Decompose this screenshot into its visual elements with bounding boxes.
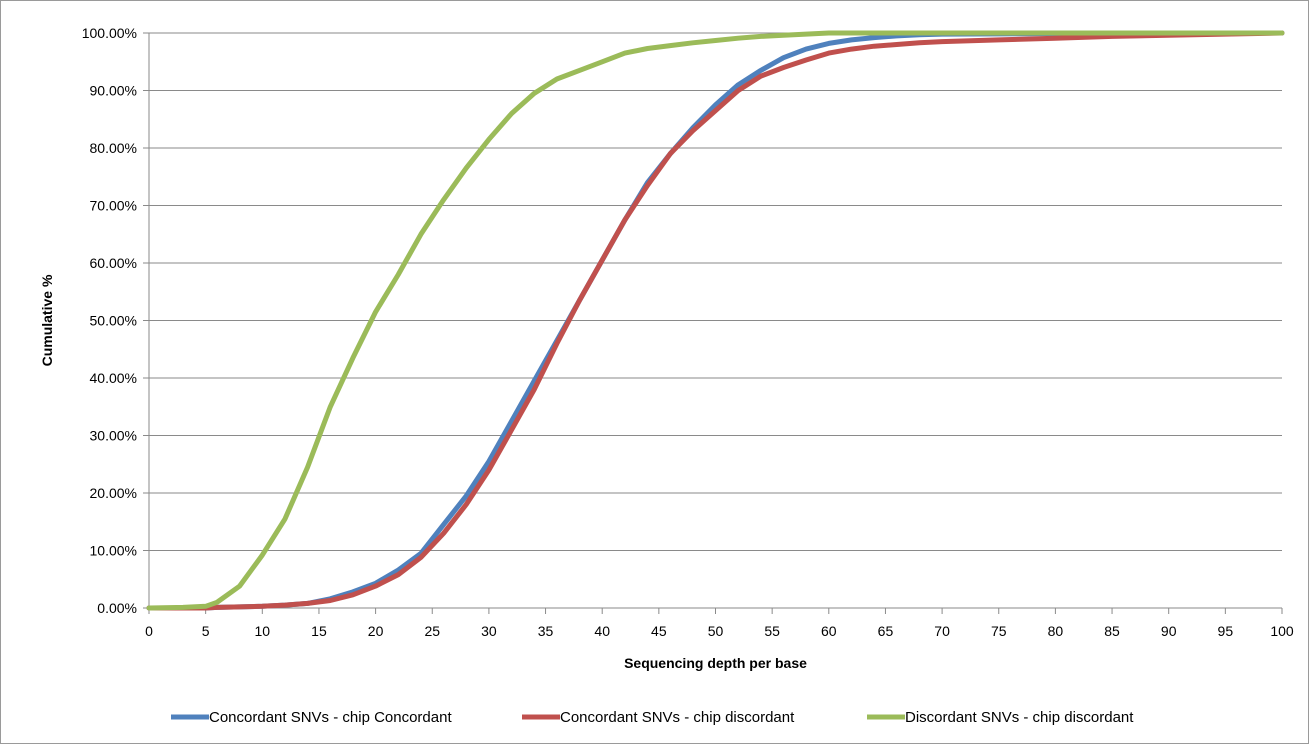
legend: Concordant SNVs - chip Concordant Concord… (171, 709, 1134, 726)
y-tick-label: 90.00% (90, 83, 137, 99)
y-axis-title: Cumulative % (39, 274, 55, 366)
series-line-3 (146, 30, 1285, 611)
legend-item: Concordant SNVs - chip discordant (522, 709, 795, 726)
x-tick-label: 35 (538, 623, 554, 639)
y-tick-label: 0.00% (97, 600, 137, 616)
x-tick-label: 85 (1104, 623, 1120, 639)
y-tick-label: 100.00% (82, 25, 137, 41)
x-tick-labels: 0 5 10 15 20 25 30 35 40 45 50 55 60 65 70 75 80 85 90 95 10… (145, 623, 1294, 639)
x-tick-label: 65 (878, 623, 894, 639)
y-tick-labels: 0.00% 10.00% 20.00% 30.00% 40.00% 50.00% 60.00… (82, 25, 137, 616)
x-tick-label: 20 (368, 623, 384, 639)
x-tick-label: 0 (145, 623, 153, 639)
y-tick-label: 70.00% (90, 198, 137, 214)
x-tick-label: 80 (1048, 623, 1064, 639)
x-tick-label: 90 (1161, 623, 1177, 639)
series-line-2 (146, 30, 1285, 611)
x-tick-label: 45 (651, 623, 667, 639)
legend-item: Concordant SNVs - chip Concordant (171, 709, 452, 726)
x-axis-title: Sequencing depth per base (624, 655, 807, 671)
y-tick-label: 80.00% (90, 140, 137, 156)
y-tick-label: 10.00% (90, 543, 137, 559)
y-tick-label: 40.00% (90, 370, 137, 386)
x-tick-label: 70 (934, 623, 950, 639)
x-tick-label: 60 (821, 623, 837, 639)
legend-label: Discordant SNVs - chip discordant (905, 709, 1134, 726)
y-tick-label: 30.00% (90, 428, 137, 444)
x-tick-label: 15 (311, 623, 327, 639)
x-tick-label: 30 (481, 623, 497, 639)
x-tick-label: 95 (1218, 623, 1234, 639)
x-tick-label: 55 (764, 623, 780, 639)
y-tick-label: 60.00% (90, 255, 137, 271)
x-tick-label: 75 (991, 623, 1007, 639)
axes (143, 32, 1283, 614)
series-lines (146, 30, 1285, 611)
legend-label: Concordant SNVs - chip Concordant (209, 709, 452, 726)
legend-label: Concordant SNVs - chip discordant (560, 709, 795, 726)
x-tick-label: 5 (202, 623, 210, 639)
x-tick-label: 25 (424, 623, 440, 639)
y-tick-label: 20.00% (90, 485, 137, 501)
x-tick-label: 40 (594, 623, 610, 639)
y-tick-label: 50.00% (90, 313, 137, 329)
legend-item: Discordant SNVs - chip discordant (867, 709, 1134, 726)
x-tick-label: 50 (708, 623, 724, 639)
x-tick-label: 100 (1270, 623, 1294, 639)
x-tick-label: 10 (255, 623, 271, 639)
